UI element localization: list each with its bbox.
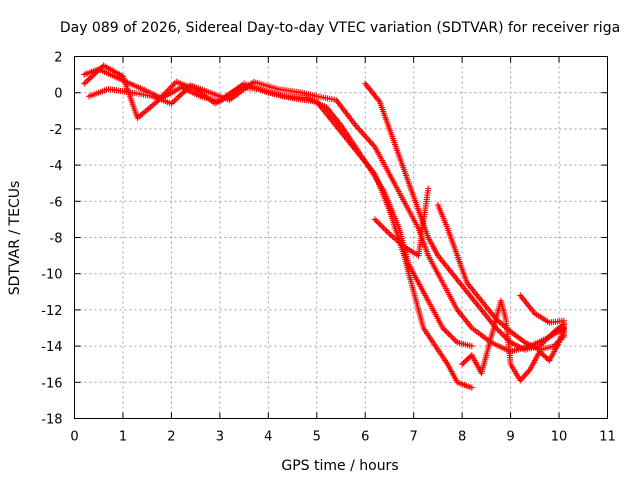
data-point xyxy=(497,329,504,336)
series-track-2 xyxy=(81,62,475,350)
x-tick-label: 10 xyxy=(551,430,568,445)
data-point xyxy=(460,359,467,366)
x-axis-label: GPS time / hours xyxy=(281,458,398,474)
data-point xyxy=(382,226,389,233)
data-point xyxy=(449,335,456,342)
y-axis-label: SDTVAR / TECUs xyxy=(7,181,23,296)
plot-frame xyxy=(74,56,608,419)
data-point xyxy=(376,220,383,227)
data-point xyxy=(371,216,378,223)
data-point xyxy=(82,79,89,86)
data-point xyxy=(383,227,390,234)
data-point xyxy=(543,354,550,361)
data-point xyxy=(373,217,380,224)
data-point xyxy=(539,351,546,358)
x-tick-label: 5 xyxy=(313,430,321,445)
data-point xyxy=(178,90,185,97)
data-point xyxy=(81,80,88,87)
data-point xyxy=(560,325,567,331)
data-point xyxy=(495,327,502,334)
data-point xyxy=(468,343,475,350)
data-point xyxy=(536,348,543,355)
y-tick-label: -12 xyxy=(41,304,62,319)
data-point xyxy=(380,225,387,232)
y-tick-label: -16 xyxy=(41,376,62,391)
data-point xyxy=(84,77,91,84)
data-point xyxy=(461,358,468,365)
chart-title: Day 089 of 2026, Sidereal Day-to-day VTE… xyxy=(60,20,620,36)
series-track-8 xyxy=(459,297,567,384)
x-tick-label: 9 xyxy=(506,430,514,445)
data-point xyxy=(377,222,384,229)
plot-area xyxy=(81,62,567,391)
y-tick-label: -18 xyxy=(41,413,62,428)
data-point xyxy=(448,333,455,340)
data-point xyxy=(374,219,381,226)
data-point xyxy=(466,354,473,361)
series-track-5 xyxy=(371,185,432,259)
axis-ticks: 0 1 2 3 4 5 6 7 8 9 10 11 2 0 -2 -4 -6 -8 -10 -12 -14 -16 -18 xyxy=(41,51,616,445)
y-tick-label: -2 xyxy=(50,123,63,138)
y-tick-label: -14 xyxy=(41,340,62,355)
x-tick-label: 4 xyxy=(264,430,272,445)
x-tick-label: 0 xyxy=(70,430,78,445)
data-point xyxy=(175,93,182,100)
data-point xyxy=(538,349,545,356)
data-point xyxy=(451,336,458,343)
data-point xyxy=(442,327,449,334)
x-tick-label: 6 xyxy=(361,430,369,445)
data-point xyxy=(459,361,466,368)
grid xyxy=(74,56,608,419)
data-point xyxy=(171,80,178,87)
data-point xyxy=(445,330,452,337)
x-tick-label: 7 xyxy=(410,430,418,445)
x-tick-label: 2 xyxy=(167,430,175,445)
data-point xyxy=(385,229,392,236)
data-point xyxy=(500,332,507,339)
data-point xyxy=(169,99,176,106)
y-tick-label: 0 xyxy=(54,87,62,102)
series-track-4 xyxy=(362,80,567,353)
data-point xyxy=(447,332,454,339)
y-tick-label: 2 xyxy=(54,51,62,66)
x-tick-label: 11 xyxy=(599,430,616,445)
data-point xyxy=(463,357,470,364)
series-track-7 xyxy=(517,292,567,341)
data-point xyxy=(464,356,471,363)
y-tick-label: -6 xyxy=(50,195,63,210)
data-point xyxy=(542,353,549,360)
data-point xyxy=(468,384,475,391)
data-point xyxy=(177,92,184,99)
data-point xyxy=(498,330,505,337)
data-point xyxy=(425,185,432,192)
data-point xyxy=(444,329,451,336)
data-point xyxy=(379,223,386,230)
data-point xyxy=(174,94,181,101)
y-tick-label: -8 xyxy=(50,232,63,247)
y-tick-label: -10 xyxy=(41,268,62,283)
x-tick-label: 1 xyxy=(119,430,127,445)
data-point xyxy=(540,352,547,359)
data-point xyxy=(85,76,92,83)
y-tick-label: -4 xyxy=(50,159,63,174)
data-point xyxy=(172,96,179,103)
x-tick-label: 8 xyxy=(458,430,466,445)
x-tick-label: 3 xyxy=(216,430,224,445)
